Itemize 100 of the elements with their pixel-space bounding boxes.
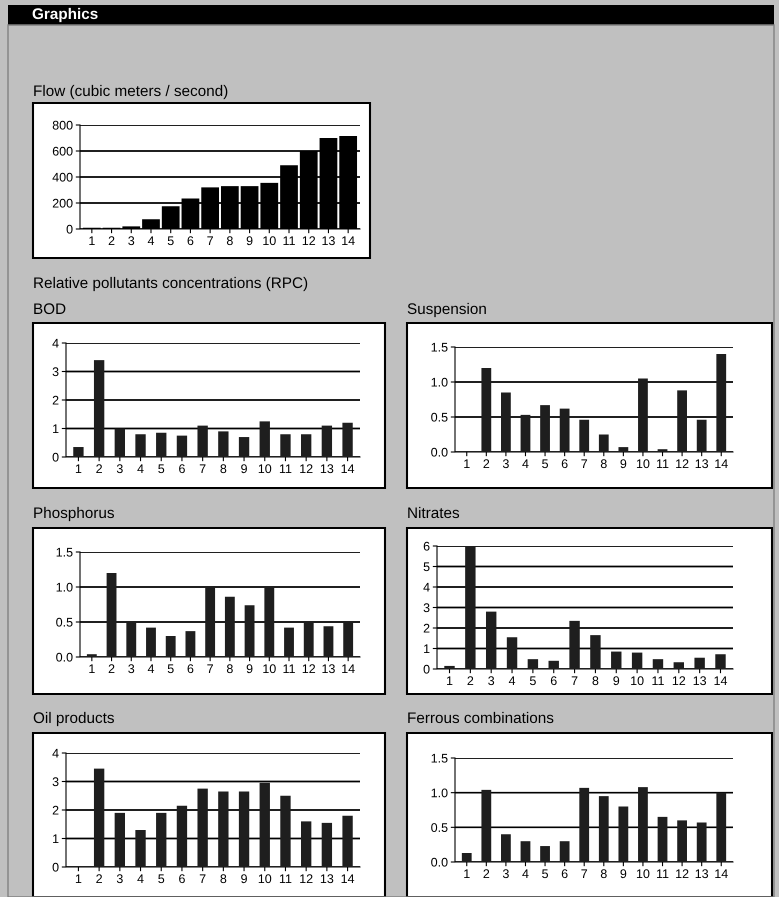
x-tick-label: 2: [108, 664, 114, 674]
bar: [560, 841, 570, 862]
bar: [638, 787, 648, 862]
bar: [579, 788, 590, 862]
bar: [156, 432, 166, 457]
x-tick-label: 3: [128, 664, 134, 674]
bar: [520, 414, 530, 452]
x-tick-label: 10: [258, 874, 272, 884]
x-tick-label: 9: [620, 869, 626, 878]
bar: [569, 620, 580, 669]
bar: [300, 434, 312, 457]
x-tick-label: 6: [179, 464, 185, 474]
x-tick-label: 8: [600, 869, 607, 878]
x-tick-label: 12: [676, 459, 688, 468]
x-tick-label: 11: [652, 676, 664, 686]
x-tick-label: 14: [715, 459, 728, 468]
x-tick-label: 1: [89, 664, 95, 674]
x-tick-label: 11: [280, 874, 292, 884]
x-tick-label: 4: [522, 459, 529, 468]
y-tick-label: 2: [52, 806, 58, 815]
x-tick-label: 7: [581, 459, 588, 468]
bar: [486, 612, 496, 669]
bar: [674, 662, 684, 669]
y-tick-label: 1.5: [56, 548, 73, 557]
bar: [73, 447, 84, 457]
bar: [444, 666, 455, 669]
x-tick-label: 11: [656, 869, 668, 878]
bar: [652, 659, 664, 669]
bar: [696, 420, 707, 452]
bar: [343, 622, 354, 657]
x-tick-label: 1: [89, 236, 95, 246]
x-tick-label: 4: [508, 676, 516, 686]
bar: [106, 573, 116, 657]
x-tick-label: 13: [696, 869, 708, 878]
x-tick-label: 7: [581, 869, 588, 878]
bar: [280, 796, 291, 867]
chart-title: Flow (cubic meters / second): [34, 84, 228, 100]
chart-title: Phosphorus: [34, 506, 114, 522]
x-tick-label: 12: [300, 874, 312, 884]
x-tick-label: 1: [76, 464, 82, 474]
bar: [146, 628, 156, 657]
x-tick-label: 2: [108, 236, 114, 246]
bar: [280, 434, 291, 457]
bar: [658, 449, 668, 452]
x-tick-label: 3: [502, 869, 509, 878]
x-tick-label: 11: [280, 464, 292, 474]
x-tick-label: 2: [96, 464, 102, 474]
bar: [126, 622, 136, 657]
x-tick-label: 6: [562, 459, 568, 468]
y-tick-label: 0.5: [431, 823, 448, 832]
x-tick-label: 4: [522, 869, 529, 878]
bar: [185, 631, 196, 657]
bar: [218, 431, 229, 457]
x-tick-label: 11: [283, 664, 295, 674]
x-tick-label: 9: [241, 874, 247, 884]
y-tick-label: 1.5: [432, 754, 448, 763]
bar: [506, 637, 518, 669]
x-tick-label: 9: [246, 664, 252, 674]
bar: [238, 437, 250, 457]
y-tick-label: 1.5: [432, 342, 448, 352]
x-tick-label: 10: [263, 236, 276, 246]
x-tick-label: 10: [263, 664, 276, 674]
bar: [715, 654, 726, 669]
bar: [224, 596, 235, 657]
x-tick-label: 6: [179, 874, 185, 884]
y-tick-label: 3: [52, 777, 59, 786]
x-tick-label: 1: [464, 869, 470, 878]
bar: [342, 816, 353, 867]
bar: [590, 635, 601, 669]
x-tick-label: 13: [320, 874, 334, 884]
bar: [197, 426, 208, 457]
x-tick-label: 4: [148, 236, 154, 246]
bar: [324, 626, 334, 657]
x-tick-label: 7: [200, 874, 206, 884]
x-tick-label: 13: [322, 664, 335, 674]
x-tick-label: 5: [542, 459, 548, 468]
x-tick-label: 8: [600, 459, 607, 468]
x-tick-label: 14: [342, 874, 354, 884]
bar: [618, 447, 628, 452]
x-tick-label: 13: [696, 459, 708, 468]
x-tick-label: 2: [96, 874, 102, 884]
y-tick-label: 0.0: [56, 652, 73, 662]
x-tick-label: 14: [715, 869, 728, 878]
y-tick-label: 0.5: [56, 618, 73, 627]
x-tick-label: 5: [530, 676, 536, 686]
bar: [560, 408, 570, 452]
chart-title: Ferrous combinations: [408, 712, 554, 724]
bar: [540, 846, 550, 862]
y-tick-label: 0: [424, 664, 430, 674]
bar: [300, 821, 312, 867]
bar: [260, 421, 270, 457]
x-tick-label: 12: [302, 236, 316, 246]
bar: [322, 426, 332, 457]
y-tick-label: 200: [52, 198, 73, 208]
bar: [135, 830, 146, 867]
bar: [462, 852, 472, 862]
x-tick-label: 10: [636, 459, 650, 468]
x-tick-label: 1: [76, 874, 82, 884]
x-tick-label: 8: [220, 874, 226, 884]
bar: [284, 628, 294, 657]
